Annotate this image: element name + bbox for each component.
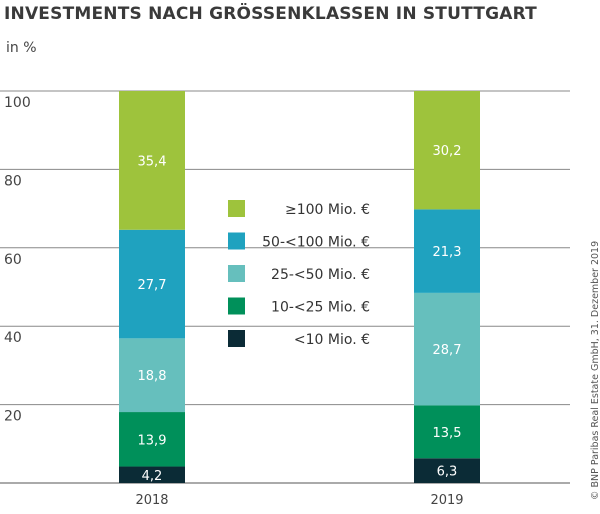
legend-swatch [228, 200, 245, 217]
y-tick-label: 100 [4, 95, 31, 111]
y-axis-label: in % [6, 40, 37, 56]
legend-label: 50-<100 Mio. € [262, 235, 370, 251]
legend-label: <10 Mio. € [294, 332, 370, 348]
bar-segment [119, 466, 185, 483]
legend-swatch [228, 330, 245, 347]
data-label: 18,8 [138, 369, 167, 384]
copyright-note: © BNP Paribas Real Estate GmbH, 31. Deze… [590, 240, 600, 500]
data-label: 28,7 [433, 343, 462, 358]
bar-segment [119, 229, 185, 339]
bar-segment [414, 292, 480, 406]
data-label: 13,9 [138, 433, 167, 448]
data-label: 4,2 [142, 469, 163, 484]
y-tick-label: 20 [4, 409, 22, 425]
data-label: 13,5 [433, 426, 462, 441]
legend-label: 10-<25 Mio. € [271, 300, 370, 316]
data-label: 6,3 [437, 465, 458, 480]
legend-label: 25-<50 Mio. € [271, 267, 370, 283]
y-tick-label: 80 [4, 173, 22, 189]
bar-segment [414, 91, 480, 210]
x-tick-label: 2019 [430, 493, 463, 508]
data-label: 27,7 [138, 278, 167, 293]
x-tick-label: 2018 [135, 493, 168, 508]
bar-segment [119, 412, 185, 467]
y-tick-label: 60 [4, 252, 22, 268]
bar-segment [414, 209, 480, 293]
bar-segment [414, 405, 480, 459]
data-label: 21,3 [433, 245, 462, 260]
chart-title: INVESTMENTS NACH GRÖSSENKLASSEN IN STUTT… [4, 4, 537, 24]
bar-segment [119, 91, 185, 230]
y-tick-label: 40 [4, 330, 22, 346]
bar-segment [414, 458, 480, 483]
data-label: 35,4 [138, 154, 167, 169]
legend-label: ≥100 Mio. € [285, 202, 370, 218]
legend-swatch [228, 297, 245, 315]
legend-swatch [228, 232, 245, 250]
legend-swatch [228, 265, 245, 282]
data-label: 30,2 [433, 144, 462, 159]
bar-segment [119, 338, 185, 413]
